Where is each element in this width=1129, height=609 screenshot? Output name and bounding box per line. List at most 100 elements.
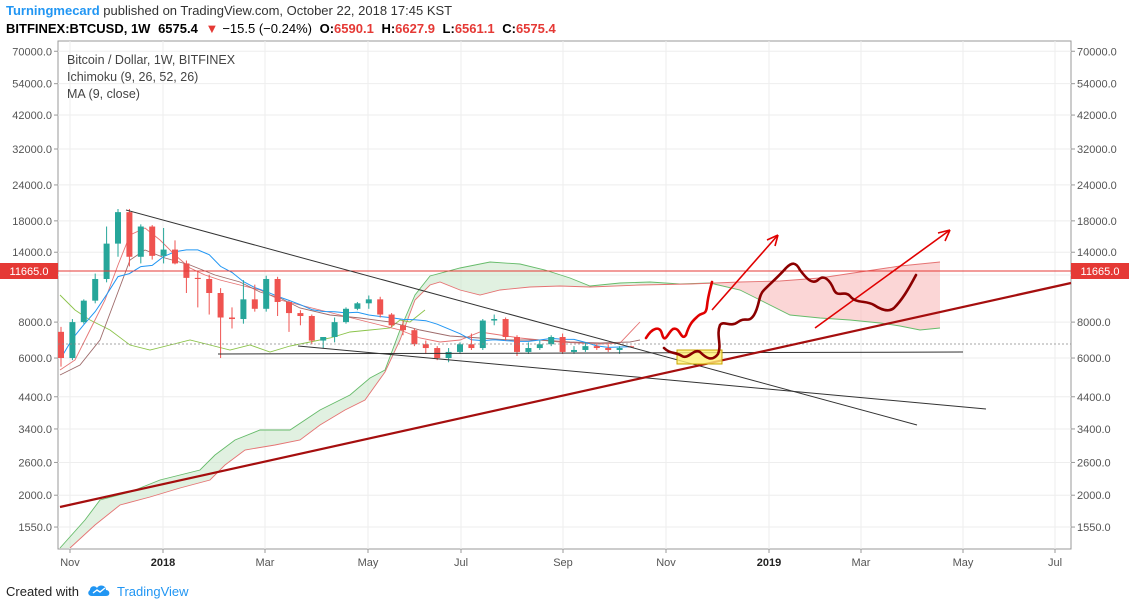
candle-body [422,344,429,349]
candle-body [571,349,577,352]
created-with-text: Created with [6,584,79,599]
legend-title: Bitcoin / Dollar, 1W, BITFINEX [67,53,236,67]
candle-body [514,337,520,352]
candle-body [206,278,213,294]
legend-ma[interactable]: MA (9, close) [67,87,140,101]
y-tick-label-left: 42000.0 [12,110,52,122]
y-tick-label-left: 14000.0 [12,247,52,259]
ohlc-close-value: 6575.4 [515,21,556,36]
level-label-left: 11665.0 [10,266,49,278]
y-tick-label-left: 8000.0 [18,317,52,329]
x-tick-label: Nov [656,557,676,569]
y-tick-label-right: 18000.0 [1077,216,1117,228]
drawn-path-darkred [662,262,918,360]
candle-body [559,337,566,352]
symbol-info: BITFINEX:BTCUSD, 1W 6575.4 ▼ −15.5 (−0.24… [6,21,560,36]
candle-body [468,344,475,349]
tradingview-link[interactable]: TradingView [116,584,189,599]
candle-body [605,348,612,350]
arrow-2-head [937,229,951,242]
y-tick-label-right: 54000.0 [1077,79,1117,91]
y-tick-label-right: 3400.0 [1077,424,1111,436]
x-tick-label: May [358,557,379,569]
arrow-1-line [711,234,779,311]
candle-body [274,278,281,302]
level-label-right-bg [1071,263,1129,279]
y-tick-label-right: 6000.0 [1077,353,1111,365]
candle-body [308,316,315,341]
candle-body [251,299,258,309]
candle-body [479,320,486,349]
senkou-a [59,261,941,549]
ohlc-low-value: 6561.1 [454,21,495,36]
ohlc-open-key: O: [319,21,335,36]
ohlc-open-value: 6590.1 [334,21,374,36]
x-tick-label: Mar [256,557,275,569]
candle-body [354,303,361,309]
footer: Created with TradingView [6,583,189,600]
publish-info: Turningmecard published on TradingView.c… [6,3,452,18]
candle-body [58,331,64,359]
candle-body [69,322,76,359]
candle-body [103,243,110,279]
legend-ichimoku[interactable]: Ichimoku (9, 26, 52, 26) [67,70,199,84]
x-tick-label: Nov [60,557,80,569]
descending-trendline [125,209,918,426]
candle-body [411,330,418,345]
tenkan-sen [59,227,641,371]
candle-body [320,337,327,341]
candle-body [365,299,372,304]
candle-body [137,226,144,257]
candle-body [80,300,87,323]
highlight-box [676,349,723,365]
senkou-b [69,261,941,549]
candle-body [172,249,178,264]
y-tick-label-left: 6000.0 [18,353,52,365]
ohlc-high-value: 6627.9 [395,21,435,36]
candle-body [149,226,156,256]
down-arrow-icon: ▼ [205,21,219,36]
candle-body [115,212,121,244]
candle-body [445,351,452,359]
y-tick-label-left: 2600.0 [18,457,52,469]
candle-body [343,308,349,323]
candle-body [297,313,304,317]
y-tick-label-left: 3400.0 [18,424,52,436]
chart-legend: Bitcoin / Dollar, 1W, BITFINEX Ichimoku … [67,52,235,103]
publish-text: published on TradingView.com, October 22… [103,3,453,18]
x-tick-label: Jul [454,557,468,569]
candle-body [593,346,600,349]
y-axis-right: 1550.0 2000.0 2600.0 3400.0 4400.0 6000.0 8000… [1071,46,1117,534]
candle-body [582,346,589,350]
price-chart[interactable]: 1550.0 2000.0 2600.0 3400.0 4400.0 6000.0 8000… [0,40,1129,575]
y-tick-label-left: 54000.0 [12,79,52,91]
y-tick-label-left: 4400.0 [18,392,52,404]
candle-body [491,319,498,321]
candle-body [286,301,292,314]
y-tick-label-left: 1550.0 [18,522,52,534]
candle-body [160,249,167,256]
candle-body [331,322,338,338]
x-tick-label: Mar [852,557,871,569]
x-tick-label: Jul [1048,557,1062,569]
y-tick-label-right: 8000.0 [1077,317,1111,329]
author-link[interactable]: Turningmecard [6,3,100,18]
y-axis-left: 1550.0 2000.0 2600.0 3400.0 4400.0 6000.0 8000… [12,46,58,534]
last-price: 6575.4 [158,21,198,36]
y-tick-label-right: 1550.0 [1077,522,1111,534]
drawn-path-red [644,280,714,340]
candle-body [536,344,543,349]
y-tick-label-right: 42000.0 [1077,110,1117,122]
x-axis: Nov 2018 Mar May Jul Sep Nov 2019 Mar May Jul [60,549,1062,569]
candle-body [217,293,224,318]
y-tick-label-left: 24000.0 [12,180,52,192]
y-tick-label-left: 70000.0 [12,46,52,58]
candle-body [126,212,133,257]
y-tick-label-left: 32000.0 [12,144,52,156]
candle-body [194,277,201,279]
x-tick-label: 2019 [757,557,781,569]
candle-body [548,337,555,345]
level-label-right: 11665.0 [1081,266,1120,278]
y-tick-label-right: 32000.0 [1077,144,1117,156]
candle-body [92,278,99,301]
